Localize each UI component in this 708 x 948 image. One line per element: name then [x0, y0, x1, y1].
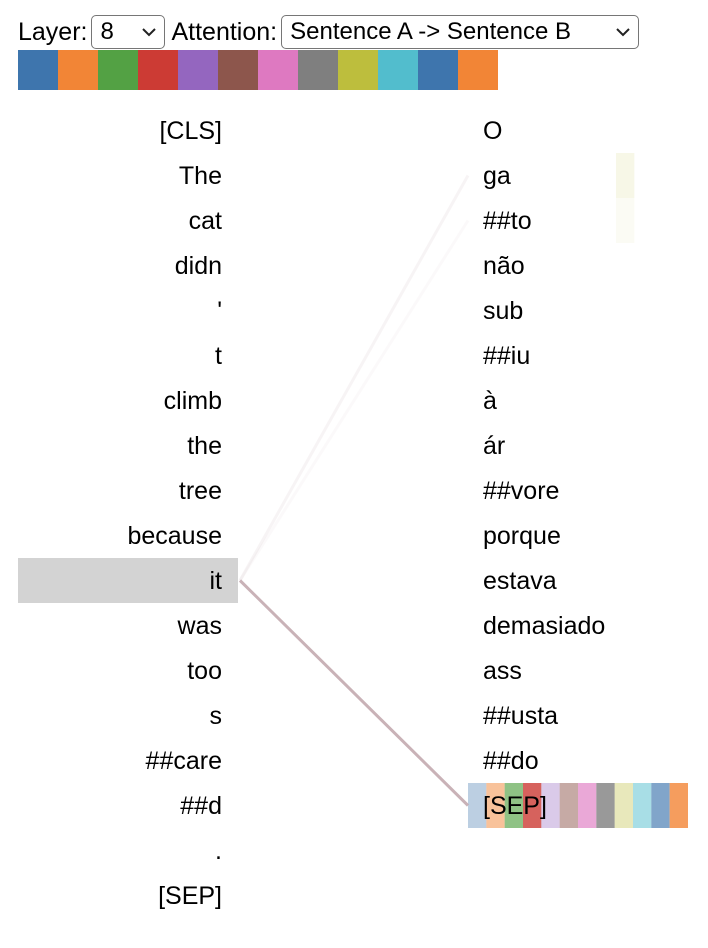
right-token[interactable]: ass — [483, 657, 522, 685]
head-color-swatch[interactable] — [378, 50, 418, 90]
attention-cell — [669, 783, 688, 828]
right-token[interactable]: ga — [483, 162, 511, 190]
attention-cell — [468, 783, 487, 828]
selected-token-highlight — [18, 558, 238, 603]
attention-cell — [559, 783, 578, 828]
attention-line — [238, 219, 470, 582]
attention-select[interactable]: Sentence A -> Sentence B — [281, 15, 640, 49]
right-token[interactable]: não — [483, 252, 525, 280]
head-color-swatch[interactable] — [298, 50, 338, 90]
attention-line — [238, 579, 470, 807]
attention-cell — [616, 198, 635, 243]
right-token[interactable]: demasiado — [483, 612, 605, 640]
chevron-down-icon — [142, 28, 157, 37]
left-token[interactable]: ##care — [146, 747, 222, 775]
attention-line — [238, 174, 470, 582]
right-token[interactable]: à — [483, 387, 497, 415]
head-color-swatch[interactable] — [338, 50, 378, 90]
attention-cell — [523, 783, 542, 828]
attention-cell — [614, 783, 633, 828]
left-token[interactable]: s — [210, 702, 223, 730]
left-token[interactable]: ' — [217, 297, 222, 325]
right-token[interactable]: porque — [483, 522, 561, 550]
head-color-swatch[interactable] — [458, 50, 498, 90]
right-token[interactable]: ##usta — [483, 702, 558, 730]
left-token[interactable]: didn — [175, 252, 222, 280]
right-token[interactable]: estava — [483, 567, 557, 595]
head-color-swatch[interactable] — [418, 50, 458, 90]
attention-controls: Layer: 8 Attention: Sentence A -> Senten… — [18, 14, 645, 50]
chevron-down-icon — [616, 28, 630, 37]
head-color-swatch[interactable] — [258, 50, 298, 90]
attention-cell — [651, 783, 670, 828]
left-token[interactable]: [CLS] — [159, 117, 222, 145]
left-token[interactable]: was — [177, 612, 222, 640]
head-color-swatch[interactable] — [138, 50, 178, 90]
right-token[interactable]: sub — [483, 297, 523, 325]
left-token[interactable]: the — [187, 432, 222, 460]
left-token[interactable]: ##d — [180, 792, 222, 820]
head-color-legend — [18, 50, 498, 90]
head-color-swatch[interactable] — [98, 50, 138, 90]
right-token[interactable]: ár — [483, 432, 505, 460]
right-token[interactable]: ##do — [483, 747, 539, 775]
attention-label: Attention: — [171, 17, 278, 46]
right-token[interactable]: ##iu — [483, 342, 530, 370]
right-token[interactable]: O — [483, 117, 502, 145]
left-token[interactable]: tree — [179, 477, 222, 505]
attention-cell — [504, 783, 523, 828]
layer-select[interactable]: 8 — [91, 15, 166, 49]
layer-select-value: 8 — [100, 18, 114, 45]
attention-cell — [633, 783, 652, 828]
attention-cell — [541, 783, 560, 828]
left-token[interactable]: [SEP] — [158, 882, 222, 910]
head-color-swatch[interactable] — [58, 50, 98, 90]
attention-select-value: Sentence A -> Sentence B — [290, 18, 571, 45]
attention-cell — [616, 153, 635, 198]
left-token[interactable]: cat — [189, 207, 222, 235]
head-color-swatch[interactable] — [218, 50, 258, 90]
left-token[interactable]: because — [127, 522, 222, 550]
right-token[interactable]: ##to — [483, 207, 532, 235]
attention-cell — [596, 783, 615, 828]
left-token[interactable]: climb — [164, 387, 222, 415]
attention-cell — [578, 783, 597, 828]
left-token[interactable]: too — [187, 657, 222, 685]
attention-cell — [486, 783, 505, 828]
head-color-swatch[interactable] — [18, 50, 58, 90]
left-token[interactable]: The — [179, 162, 222, 190]
layer-label: Layer: — [18, 17, 88, 46]
right-token[interactable]: [SEP] — [483, 792, 547, 820]
right-token[interactable]: ##vore — [483, 477, 559, 505]
left-token[interactable]: it — [210, 567, 223, 595]
left-token[interactable]: . — [215, 837, 222, 865]
left-token[interactable]: t — [215, 342, 222, 370]
head-color-swatch[interactable] — [178, 50, 218, 90]
